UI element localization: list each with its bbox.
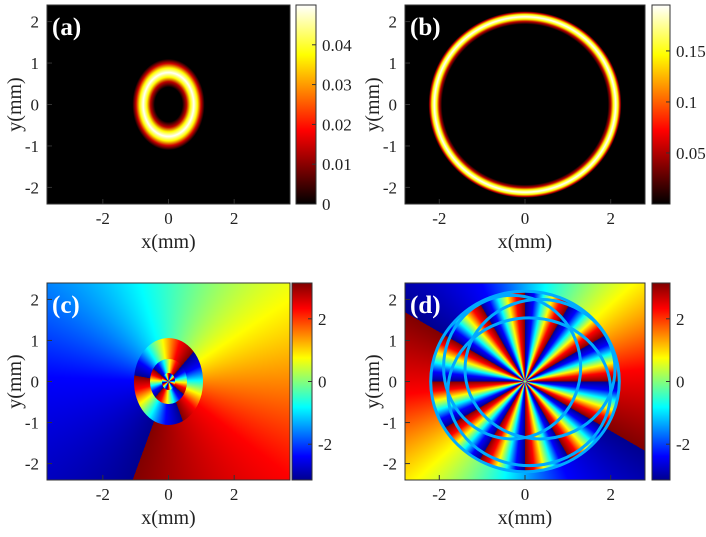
x-axis-label: x(mm) — [141, 231, 195, 253]
y-tick-label: -2 — [383, 455, 397, 474]
x-tick-label: 2 — [606, 485, 615, 504]
x-axis-label: x(mm) — [498, 507, 552, 529]
phase-ring — [429, 289, 621, 474]
y-tick-label: -1 — [383, 137, 397, 156]
colorbar — [295, 4, 317, 205]
panel-label: (a) — [52, 14, 81, 41]
phase-ring — [446, 316, 613, 468]
x-tick-label: 0 — [164, 485, 173, 504]
x-tick-label: -2 — [96, 209, 110, 228]
y-tick-label: -2 — [383, 178, 397, 197]
x-tick-label: -2 — [432, 209, 446, 228]
y-tick-label: 0 — [31, 373, 40, 392]
colorbar-tick-label: 0.05 — [676, 144, 706, 163]
panel: -2 0 2 -2 -1 0 1 2 x(mm) y(mm) (a) 0 0.01 0.02 0.03 0.0… — [4, 4, 352, 253]
colorbar-tick-label: 0 — [318, 373, 327, 392]
colorbar-tick-label: 0.03 — [322, 76, 352, 95]
panel: -2 0 2 -2 -1 0 1 2 x(mm) y(mm) (d) -2 0 2 — [362, 282, 690, 529]
intensity-ring — [132, 58, 205, 151]
panel: -2 0 2 -2 -1 0 1 2 x(mm) y(mm) (c) -2 0 2 — [4, 282, 332, 529]
colorbar — [651, 4, 671, 205]
x-tick-label: 2 — [230, 485, 239, 504]
panel-label: (d) — [410, 292, 441, 319]
y-axis-label: y(mm) — [4, 77, 26, 131]
y-tick-label: 1 — [31, 331, 40, 350]
panel-label: (c) — [52, 292, 80, 319]
plot-area — [47, 5, 290, 204]
y-tick-label: -1 — [383, 414, 397, 433]
y-tick-label: -2 — [25, 178, 39, 197]
colorbar-tick-label: 0 — [676, 373, 685, 392]
panel-label: (b) — [410, 14, 441, 41]
phase-ring — [442, 293, 583, 441]
colorbar-tick-label: 0.15 — [676, 42, 706, 61]
y-tick-label: 2 — [31, 290, 40, 309]
plot-area — [405, 5, 645, 204]
colorbar-tick-label: -2 — [676, 435, 690, 454]
y-tick-label: 2 — [31, 13, 40, 32]
phase-ring — [463, 297, 617, 441]
y-axis-label: y(mm) — [362, 77, 384, 131]
colorbar-tick-label: 2 — [676, 310, 685, 329]
x-tick-label: 2 — [230, 209, 239, 228]
x-tick-label: 0 — [164, 209, 173, 228]
colorbar-tick-label: 0.1 — [676, 93, 697, 112]
x-tick-label: -2 — [432, 485, 446, 504]
y-tick-label: 1 — [389, 331, 398, 350]
colorbar-tick-label: -2 — [318, 435, 332, 454]
y-tick-label: -2 — [25, 455, 39, 474]
colorbar-tick-label: 2 — [318, 310, 327, 329]
intensity-ring — [428, 11, 622, 198]
plot-area — [47, 283, 290, 480]
x-axis-label: x(mm) — [498, 231, 552, 253]
x-tick-label: 0 — [521, 209, 530, 228]
y-tick-label: 1 — [31, 54, 40, 73]
colorbar-tick-label: 0 — [322, 195, 331, 214]
y-tick-label: 1 — [389, 54, 398, 73]
y-tick-label: 2 — [389, 13, 398, 32]
y-tick-label: 2 — [389, 290, 398, 309]
y-axis-label: y(mm) — [4, 354, 26, 408]
plot-area — [405, 283, 645, 480]
y-axis-label: y(mm) — [362, 354, 384, 408]
y-tick-label: 0 — [31, 96, 40, 115]
x-axis-label: x(mm) — [141, 507, 195, 529]
y-tick-label: 0 — [389, 96, 398, 115]
x-tick-label: -2 — [96, 485, 110, 504]
colorbar-tick-label: 0.04 — [322, 36, 352, 55]
panel: -2 0 2 -2 -1 0 1 2 x(mm) y(mm) (b) 0.05 0.1 0.15 — [362, 4, 706, 253]
phase-image — [47, 283, 290, 480]
y-tick-label: -1 — [25, 414, 39, 433]
x-tick-label: 2 — [606, 209, 615, 228]
y-tick-label: -1 — [25, 137, 39, 156]
colorbar-tick-label: 0.01 — [322, 155, 352, 174]
colorbar-tick-label: 0.02 — [322, 115, 352, 134]
y-tick-label: 0 — [389, 373, 398, 392]
x-tick-label: 0 — [521, 485, 530, 504]
